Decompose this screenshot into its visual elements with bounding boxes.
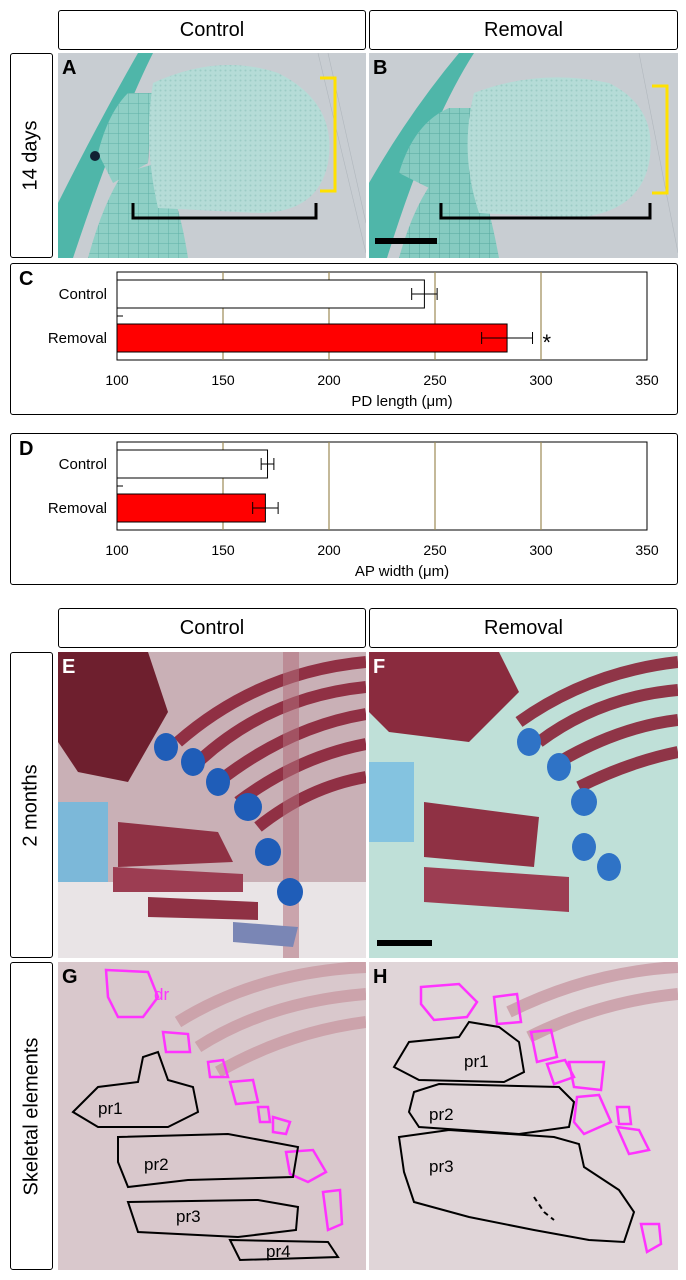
x-tick-label: 200 (317, 542, 341, 558)
row-label-skeletal-elements: Skeletal elements (10, 962, 53, 1270)
column-header-label: Control (179, 616, 245, 639)
chart-c-frame: C 100 150 200 250 300 350 Control Removal * PD le… (10, 263, 678, 415)
column-header-label: Removal (484, 18, 563, 41)
x-axis-label: PD length (μm) (351, 393, 452, 410)
x-tick-label: 350 (635, 372, 659, 388)
panel-label-b: B (373, 57, 388, 79)
column-header-label: Control (179, 18, 245, 41)
column-header-control-top: Control (58, 10, 366, 50)
x-tick-label: 200 (317, 372, 341, 388)
chart-d-frame: D 100 150 200 250 300 350 Control Removal AP wid… (10, 433, 678, 585)
category-label: Control (59, 456, 107, 473)
panel-b-drawing (369, 53, 678, 258)
bar (116, 323, 508, 353)
label-pr3: pr3 (429, 1157, 454, 1176)
bar (116, 279, 425, 309)
panel-e-photo: E (58, 652, 366, 958)
x-tick-label: 150 (211, 542, 235, 558)
category-label: Removal (48, 500, 107, 517)
label-pr1: pr1 (98, 1099, 123, 1118)
scale-bar (375, 238, 437, 244)
panel-h-photo: pr1 pr2 pr3 H (369, 962, 678, 1270)
panel-label-e: E (62, 656, 76, 678)
panel-a-drawing (58, 53, 366, 258)
x-tick-label: 250 (423, 542, 447, 558)
x-axis-label: AP width (μm) (355, 563, 449, 580)
label-dr: dr (154, 985, 169, 1004)
chart-c-svg: 100 150 200 250 300 350 Control Removal * PD leng… (48, 271, 659, 410)
x-tick-label: 100 (105, 372, 129, 388)
panel-a-photo: A (58, 53, 366, 258)
panel-label-g: G (62, 966, 78, 988)
panel-label-h: H (373, 966, 388, 988)
label-pr4: pr4 (266, 1242, 291, 1261)
panel-label-f: F (373, 656, 386, 678)
bar (116, 449, 269, 479)
x-tick-label: 100 (105, 542, 129, 558)
category-label: Removal (48, 330, 107, 347)
column-header-removal-top: Removal (369, 10, 678, 50)
panel-label-d: D (19, 438, 34, 460)
chart-d-svg: 100 150 200 250 300 350 Control Removal AP width… (48, 441, 659, 580)
column-header-removal-bottom: Removal (369, 608, 678, 648)
panel-label-c: C (19, 268, 34, 290)
panel-b-photo: B (369, 53, 678, 258)
category-label: Control (59, 286, 107, 303)
x-tick-label: 300 (529, 372, 553, 388)
column-header-label: Removal (484, 616, 563, 639)
dr-outline (104, 968, 160, 1019)
x-tick-label: 300 (529, 542, 553, 558)
label-pr2: pr2 (144, 1155, 169, 1174)
x-tick-label: 350 (635, 542, 659, 558)
label-pr2: pr2 (429, 1105, 454, 1124)
panel-g-photo: dr pr1 pr2 pr3 pr4 G (58, 962, 366, 1270)
row-label-2-months: 2 months (10, 652, 53, 958)
significance-marker: * (543, 330, 552, 355)
x-tick-label: 150 (211, 372, 235, 388)
row-label-14-days: 14 days (10, 53, 53, 258)
label-pr3: pr3 (176, 1207, 201, 1226)
panel-f-photo: F (369, 652, 678, 958)
panel-label-a: A (62, 57, 77, 79)
x-tick-label: 250 (423, 372, 447, 388)
label-pr1: pr1 (464, 1052, 489, 1071)
column-header-control-bottom: Control (58, 608, 366, 648)
bar (116, 493, 266, 523)
